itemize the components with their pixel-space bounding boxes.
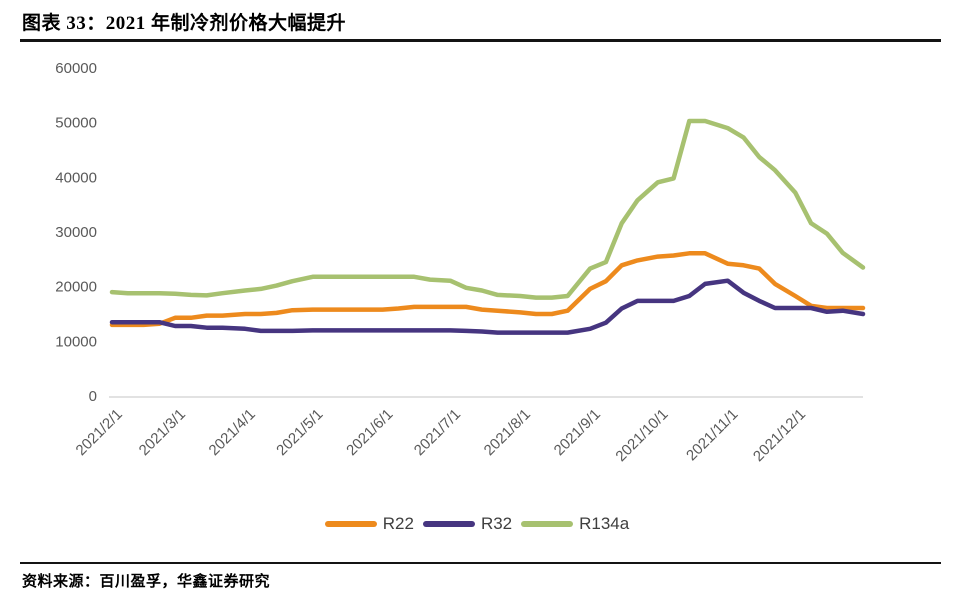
x-axis-tick-label: 2021/4/1 <box>206 406 259 459</box>
y-axis-tick-label: 40000 <box>55 169 97 186</box>
x-axis-tick-label: 2021/6/1 <box>343 406 396 459</box>
legend-label-r32: R32 <box>480 514 513 533</box>
price-line-chart: 0 10000 20000 30000 40000 50000 60000 2021/2/1 2… <box>55 60 866 465</box>
legend-swatch-r22 <box>324 521 377 527</box>
title-divider <box>20 39 941 42</box>
x-axis-tick-label: 2021/5/1 <box>273 406 326 459</box>
legend-swatch-r134a <box>521 521 574 527</box>
y-axis-tick-label: 20000 <box>55 279 97 296</box>
legend-item-r22: R22 <box>324 514 414 534</box>
source-divider <box>20 562 941 564</box>
legend-item-r134a: R134a <box>521 514 629 534</box>
x-axis-tick-label: 2021/10/1 <box>612 406 671 465</box>
legend-swatch-r32 <box>422 521 475 527</box>
series-line-r22 <box>109 251 866 328</box>
x-axis-tick-label: 2021/9/1 <box>551 406 604 459</box>
series-line-r32 <box>109 278 866 335</box>
x-axis-tick-label: 2021/11/1 <box>683 406 741 464</box>
source-note: 资料来源：百川盈孚，华鑫证券研究 <box>22 574 271 590</box>
legend-label-r22: R22 <box>382 514 414 533</box>
figure-title: 图表 33：2021 年制冷剂价格大幅提升 <box>22 13 347 34</box>
x-axis-tick-label: 2021/3/1 <box>136 406 189 459</box>
y-axis-tick-label: 30000 <box>55 224 97 241</box>
legend-item-r32: R32 <box>422 514 513 534</box>
x-axis-tick-label: 2021/12/1 <box>750 406 809 465</box>
y-axis-tick-label: 50000 <box>55 115 97 132</box>
y-axis-tick-label: 60000 <box>55 60 97 77</box>
y-axis-tick-label: 0 <box>89 388 97 405</box>
chart-legend: R22 R32 R134a <box>0 514 954 534</box>
series-line-r134a <box>109 118 866 300</box>
x-axis-tick-label: 2021/8/1 <box>481 406 534 459</box>
y-axis-tick-label: 10000 <box>55 333 97 350</box>
legend-label-r134a: R134a <box>579 514 630 533</box>
x-axis-tick-label: 2021/7/1 <box>411 406 464 459</box>
x-axis-tick-label: 2021/2/1 <box>73 406 126 459</box>
